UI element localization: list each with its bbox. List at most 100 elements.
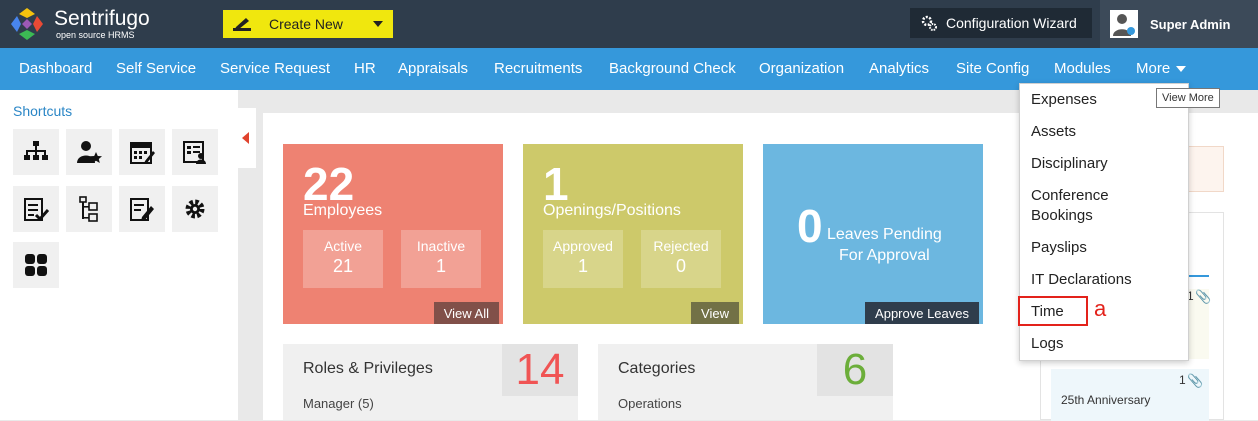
menu-item-disciplinary[interactable]: Disciplinary — [1031, 155, 1108, 172]
id-card-icon — [183, 141, 206, 164]
categories-box: Categories 6 Operations — [598, 344, 893, 420]
active-label: Active — [323, 238, 363, 254]
leaves-label-line2: For Approval — [839, 247, 930, 264]
leaves-label-line1: Leaves Pending — [827, 226, 942, 243]
pencil-icon — [233, 18, 251, 31]
approved-box: Approved 1 — [543, 230, 623, 288]
nav-hr[interactable]: HR — [354, 60, 376, 77]
calendar-icon — [130, 142, 155, 164]
top-bar: Sentrifugo open source HRMS Create New C… — [0, 0, 1258, 48]
collapse-arrow-icon — [242, 132, 249, 144]
gear-icon — [921, 15, 937, 31]
nav-dashboard[interactable]: Dashboard — [19, 60, 93, 77]
time-highlight-box — [1018, 296, 1088, 326]
clip-count-2: 1 — [1179, 373, 1186, 387]
chevron-down-icon — [373, 21, 383, 27]
hierarchy-doc-icon — [79, 196, 98, 222]
chevron-down-icon — [1176, 66, 1187, 73]
leaves-label: Leaves Pending For Approval — [827, 224, 942, 266]
openings-label: Openings/Positions — [543, 202, 681, 219]
categories-first-item: Operations — [618, 396, 682, 411]
nav-appraisals[interactable]: Appraisals — [398, 60, 469, 77]
inactive-employees-box: Inactive 1 — [401, 230, 481, 288]
user-menu[interactable]: Super Admin — [1100, 0, 1258, 48]
nav-more[interactable]: More — [1136, 60, 1187, 77]
nav-more-label: More — [1136, 60, 1171, 77]
gear-icon — [185, 199, 205, 219]
shortcut-id-card[interactable] — [172, 129, 218, 175]
view-link[interactable]: View — [691, 302, 739, 324]
shortcuts-sidebar: Shortcuts — [0, 90, 238, 420]
shortcut-calendar[interactable] — [119, 129, 165, 175]
more-dropdown-menu: Expenses Assets Disciplinary Conference … — [1019, 83, 1189, 361]
active-employees-box: Active 21 — [303, 230, 383, 288]
nav-service-request[interactable]: Service Request — [220, 60, 331, 77]
view-more-tooltip: View More — [1156, 88, 1220, 108]
sentrifugo-logo-icon — [11, 8, 43, 40]
user-name: Super Admin — [1150, 16, 1231, 32]
active-value: 21 — [332, 256, 354, 276]
shortcuts-title: Shortcuts — [13, 103, 73, 119]
openings-count: 1 — [543, 158, 569, 210]
menu-item-assets[interactable]: Assets — [1031, 123, 1077, 140]
rejected-box: Rejected 0 — [641, 230, 721, 288]
approval-list-icon — [24, 198, 49, 222]
shortcut-approval-list[interactable] — [13, 186, 59, 232]
org-chart-icon — [24, 141, 48, 160]
menu-item-conference-bookings[interactable]: Conference Bookings — [1031, 187, 1109, 224]
menu-item-logs[interactable]: Logs — [1031, 335, 1064, 352]
notice-box — [1187, 146, 1224, 192]
inactive-label: Inactive — [416, 238, 466, 254]
openings-card: 1 Openings/Positions Approved 1 Rejected… — [523, 144, 743, 324]
rejected-value: 0 — [675, 256, 686, 276]
nav-modules[interactable]: Modules — [1054, 60, 1111, 77]
create-new-label: Create New — [269, 16, 343, 32]
roles-privileges-box: Roles & Privileges 14 Manager (5) — [283, 344, 578, 420]
categories-count: 6 — [817, 344, 893, 396]
logo-tagline: open source HRMS — [56, 30, 135, 40]
shortcut-edit-document[interactable] — [119, 186, 165, 232]
shortcut-hierarchy-doc[interactable] — [66, 186, 112, 232]
shortcut-employee-star[interactable] — [66, 129, 112, 175]
event-item: 1 📎 25th Anniversary — [1051, 369, 1209, 421]
event-title: 25th Anniversary — [1061, 393, 1151, 407]
leaves-count: 0 — [797, 200, 823, 252]
menu-item-it-declarations[interactable]: IT Declarations — [1031, 271, 1132, 288]
annotation-label: a — [1094, 296, 1107, 321]
sidebar-toggle[interactable] — [238, 108, 256, 168]
create-new-button[interactable]: Create New — [223, 10, 393, 38]
categories-label[interactable]: Categories — [618, 360, 696, 377]
user-avatar-icon — [1113, 14, 1135, 36]
nav-self-service[interactable]: Self Service — [116, 60, 197, 77]
roles-count: 14 — [502, 344, 578, 396]
configuration-wizard-label: Configuration Wizard — [946, 15, 1077, 31]
approve-leaves-link[interactable]: Approve Leaves — [865, 302, 979, 324]
menu-item-expenses[interactable]: Expenses — [1031, 91, 1097, 108]
employees-count: 22 — [303, 158, 355, 210]
approved-value: 1 — [577, 256, 588, 276]
menu-item-time[interactable]: Time — [1031, 303, 1064, 320]
paperclip-icon[interactable]: 📎 — [1187, 373, 1204, 388]
employees-card: 22 Employees Active 21 Inactive 1 View A… — [283, 144, 503, 324]
menu-item-payslips[interactable]: Payslips — [1031, 239, 1087, 256]
nav-recruitments[interactable]: Recruitments — [494, 60, 583, 77]
grid-icon — [25, 254, 47, 276]
paperclip-icon[interactable]: 📎 — [1195, 289, 1212, 304]
clip-count-1: 1 — [1187, 289, 1194, 303]
nav-background-check[interactable]: Background Check — [609, 60, 736, 77]
nav-site-config[interactable]: Site Config — [956, 60, 1030, 77]
logo[interactable]: Sentrifugo open source HRMS — [8, 6, 150, 42]
view-all-link[interactable]: View All — [433, 302, 499, 324]
roles-label[interactable]: Roles & Privileges — [303, 360, 433, 377]
configuration-wizard-button[interactable]: Configuration Wizard — [910, 8, 1092, 38]
rejected-label: Rejected — [653, 238, 709, 254]
shortcut-grid[interactable] — [13, 242, 59, 288]
shortcut-settings[interactable] — [172, 186, 218, 232]
inactive-value: 1 — [435, 256, 446, 276]
nav-organization[interactable]: Organization — [759, 60, 845, 77]
avatar — [1110, 10, 1138, 38]
shortcut-org-chart[interactable] — [13, 129, 59, 175]
approved-label: Approved — [553, 238, 613, 254]
logo-name: Sentrifugo — [54, 7, 150, 30]
nav-analytics[interactable]: Analytics — [869, 60, 930, 77]
